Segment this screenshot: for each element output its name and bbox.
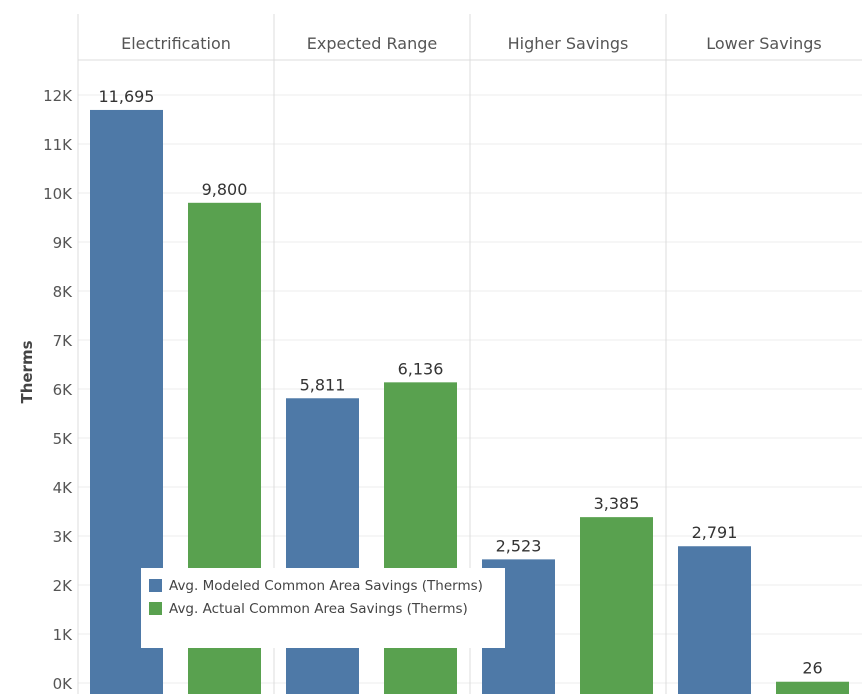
data-label: 6,136 — [398, 359, 444, 378]
y-tick-label: 3K — [53, 528, 74, 546]
bar-actual[interactable] — [580, 517, 653, 694]
y-tick-label: 6K — [53, 381, 74, 399]
legend-swatch-actual — [149, 602, 162, 615]
panel-header-label: Expected Range — [307, 34, 437, 53]
y-tick-label: 1K — [53, 626, 74, 644]
y-tick-label: 2K — [53, 577, 74, 595]
legend-item-modeled[interactable]: Avg. Modeled Common Area Savings (Therms… — [149, 574, 505, 597]
y-tick-label: 8K — [53, 283, 74, 301]
y-tick-label: 12K — [43, 87, 73, 105]
bar-modeled[interactable] — [286, 398, 359, 694]
y-axis-title: Therms — [18, 340, 36, 403]
y-tick-label: 7K — [53, 332, 74, 350]
panel-header-label: Electrification — [121, 34, 231, 53]
panel-header-label: Higher Savings — [508, 34, 629, 53]
bar-modeled[interactable] — [678, 546, 751, 694]
data-label: 3,385 — [594, 494, 640, 513]
legend-swatch-modeled — [149, 579, 162, 592]
bar-actual[interactable] — [776, 681, 849, 694]
y-tick-label: 4K — [53, 479, 74, 497]
data-label: 26 — [802, 659, 822, 678]
legend-label-actual: Avg. Actual Common Area Savings (Therms) — [169, 600, 468, 617]
data-label: 5,811 — [300, 375, 346, 394]
panel-header-label: Lower Savings — [706, 34, 822, 53]
data-label: 11,695 — [99, 87, 155, 106]
data-label: 9,800 — [202, 180, 248, 199]
y-tick-label: 10K — [43, 185, 73, 203]
legend-item-actual[interactable]: Avg. Actual Common Area Savings (Therms) — [149, 597, 505, 620]
y-tick-label: 5K — [53, 430, 74, 448]
y-tick-label: 9K — [53, 234, 74, 252]
legend: Avg. Modeled Common Area Savings (Therms… — [141, 568, 505, 648]
data-label: 2,523 — [496, 536, 542, 555]
y-tick-label: 11K — [43, 136, 73, 154]
data-label: 2,791 — [692, 523, 738, 542]
y-tick-label: 0K — [53, 675, 74, 693]
legend-label-modeled: Avg. Modeled Common Area Savings (Therms… — [169, 577, 483, 594]
